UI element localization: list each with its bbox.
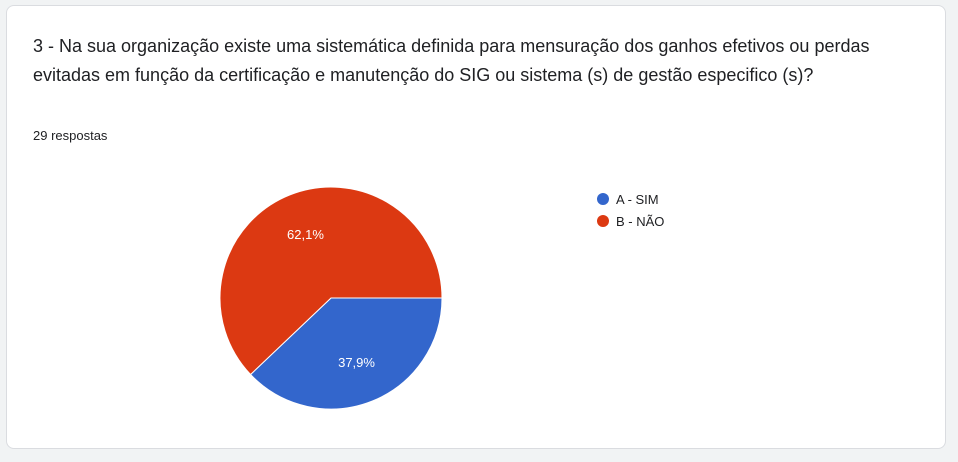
legend-item-nao[interactable]: B - NÃO	[597, 210, 664, 232]
question-card: 3 - Na sua organização existe uma sistem…	[6, 5, 946, 449]
pie-label-sim: 37,9%	[338, 355, 375, 370]
pie-label-nao: 62,1%	[287, 227, 324, 242]
legend-label-nao: B - NÃO	[616, 213, 665, 229]
response-count: 29 respostas	[33, 128, 108, 143]
legend-item-sim[interactable]: A - SIM	[597, 188, 664, 210]
legend-swatch-nao	[597, 215, 609, 227]
legend-swatch-sim	[597, 193, 609, 205]
question-title: 3 - Na sua organização existe uma sistem…	[33, 36, 870, 85]
pie-chart: 37,9% 62,1%	[219, 186, 443, 410]
chart-legend: A - SIM B - NÃO	[597, 188, 664, 232]
legend-label-sim: A - SIM	[616, 191, 659, 207]
pie-slice-nao[interactable]	[219, 186, 443, 376]
pie-slice-sim[interactable]	[249, 297, 443, 410]
